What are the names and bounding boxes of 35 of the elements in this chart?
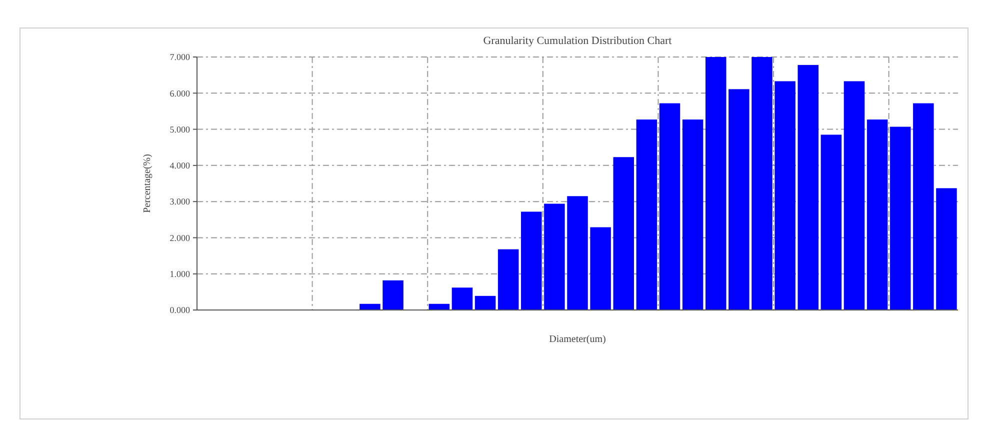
bar	[890, 126, 911, 310]
bar	[798, 64, 818, 310]
y-tick-label: 6.000	[170, 88, 190, 98]
bar	[498, 249, 519, 310]
bar	[590, 227, 611, 310]
bar	[521, 212, 542, 310]
y-tick-label: 1.000	[170, 269, 190, 280]
bar	[913, 103, 934, 310]
y-axis-title: Percentage(%)	[142, 154, 153, 213]
bar	[728, 89, 750, 310]
bar	[544, 204, 565, 310]
y-tick-label: 5.000	[170, 124, 190, 134]
bar	[613, 157, 634, 310]
y-tick-label: 2.000	[170, 232, 190, 243]
bar	[752, 57, 772, 310]
bar	[567, 196, 588, 310]
bar	[360, 304, 380, 310]
bar	[636, 120, 658, 310]
y-tick-label: 0.000	[170, 305, 190, 316]
bar	[705, 57, 726, 310]
bar	[844, 81, 865, 310]
bar	[659, 103, 680, 310]
x-axis-title: Diameter(um)	[549, 334, 606, 345]
bar	[820, 134, 842, 310]
chart-title: Granularity Cumulation Distribution Chart	[483, 35, 672, 47]
bar	[866, 120, 888, 310]
bar	[682, 120, 704, 310]
bar	[474, 296, 496, 310]
y-tick-label: 3.000	[170, 196, 190, 207]
y-tick-label: 4.000	[170, 160, 190, 171]
bar	[382, 280, 404, 310]
bar	[936, 188, 957, 310]
y-tick-label: 7.000	[170, 52, 190, 62]
bar	[452, 288, 473, 310]
bar	[774, 81, 796, 310]
